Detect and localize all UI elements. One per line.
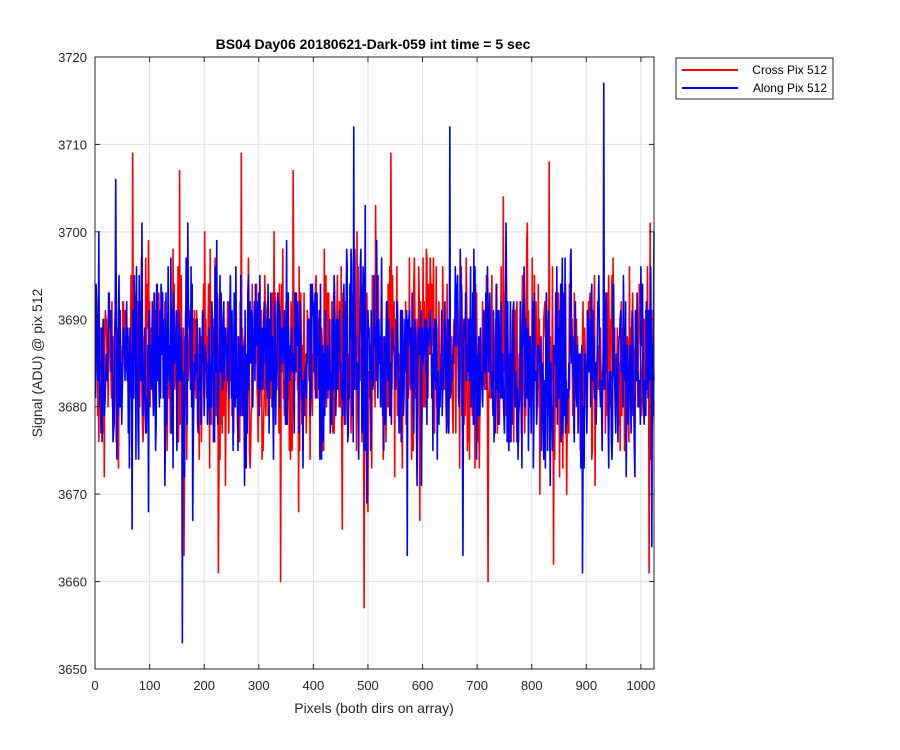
- y-tick-label: 3690: [58, 312, 87, 327]
- x-tick-labels: 0 100 200 300 400 500 600 700 800 900 1000: [91, 678, 655, 693]
- x-tick-label: 500: [357, 678, 379, 693]
- x-tick-label: 600: [412, 678, 434, 693]
- legend-label-cross: Cross Pix 512: [752, 63, 827, 77]
- x-tick-label: 200: [193, 678, 215, 693]
- y-tick-label: 3710: [58, 137, 87, 152]
- legend-label-along: Along Pix 512: [753, 81, 827, 95]
- y-tick-label: 3700: [58, 225, 87, 240]
- y-tick-label: 3720: [58, 50, 87, 65]
- y-tick-label: 3670: [58, 487, 87, 502]
- legend-box: [675, 57, 834, 100]
- x-tick-label: 900: [575, 678, 597, 693]
- y-tick-labels: 3650 3660 3670 3680 3690 3700 3710 3720: [58, 50, 87, 677]
- y-tick-label: 3660: [58, 575, 87, 590]
- x-tick-label: 300: [248, 678, 270, 693]
- y-tick-label: 3650: [58, 662, 87, 677]
- y-tick-label: 3680: [58, 400, 87, 415]
- x-tick-label: 1000: [626, 678, 655, 693]
- x-tick-label: 700: [466, 678, 488, 693]
- x-tick-label: 100: [139, 678, 161, 693]
- chart-title: BS04 Day06 20180621-Dark-059 int time = …: [216, 36, 531, 52]
- x-axis-label: Pixels (both dirs on array): [294, 700, 454, 716]
- x-tick-label: 800: [521, 678, 543, 693]
- series-lines: [94, 82, 655, 644]
- series-line-1: [94, 82, 655, 644]
- legend: Cross Pix 512 Along Pix 512: [675, 57, 834, 100]
- y-axis-label: Signal (ADU) @ pix 512: [29, 288, 45, 437]
- axis-ticks: [94, 56, 654, 670]
- plot-box: [94, 56, 655, 670]
- x-tick-label: 0: [91, 678, 98, 693]
- x-tick-label: 400: [303, 678, 325, 693]
